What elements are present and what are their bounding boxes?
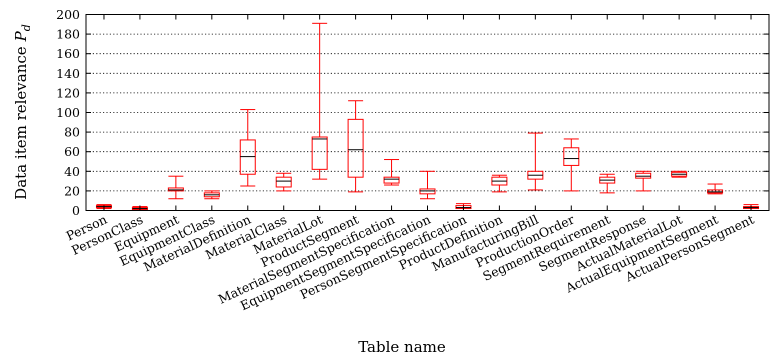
y-tick-label: 20 <box>64 183 80 198</box>
y-tick-label: 0 <box>72 203 80 218</box>
x-axis-ticks: PersonPersonClassEquipmentEquipmentClass… <box>64 14 756 313</box>
y-axis-title: Data item relevance Pd <box>12 24 33 200</box>
box-item <box>599 173 616 194</box>
y-axis-title-text: Data item relevance <box>12 46 30 200</box>
plot-frame <box>85 14 770 211</box>
box-item <box>419 170 436 200</box>
y-tick-label: 80 <box>64 125 80 140</box>
box-iqr <box>383 176 400 184</box>
box-item <box>203 190 220 200</box>
y-tick-label: 100 <box>56 105 80 120</box>
box-item <box>527 132 544 191</box>
box-item <box>311 22 328 180</box>
y-tick-label: 120 <box>56 85 80 100</box>
box-iqr <box>311 136 328 170</box>
y-tick-label: 40 <box>64 164 80 179</box>
box-iqr <box>347 118 364 178</box>
boxes-layer <box>95 22 760 211</box>
box-item <box>707 183 724 195</box>
y-axis-title-symbol: P <box>12 30 30 42</box>
y-axis-title-subscript: d <box>20 24 33 31</box>
box-item <box>347 100 364 193</box>
box-item <box>563 138 580 192</box>
box-item <box>275 172 292 192</box>
box-item <box>671 170 688 178</box>
y-tick-label: 180 <box>56 27 80 42</box>
gridlines <box>86 33 769 192</box>
box-item <box>239 109 256 187</box>
y-tick-label: 60 <box>64 144 80 159</box>
box-item <box>383 159 400 186</box>
y-tick-label: 140 <box>56 66 80 81</box>
y-tick-label: 160 <box>56 46 80 61</box>
x-axis-title: Table name <box>358 338 446 356</box>
box-item <box>167 175 184 200</box>
box-item <box>491 174 508 193</box>
box-item <box>635 170 652 192</box>
box-iqr <box>275 176 292 188</box>
y-tick-label: 200 <box>56 7 80 22</box>
box-iqr <box>563 147 580 166</box>
y-axis-ticks: 0 20 40 60 80 100 120 140 160 180 200 <box>56 7 769 218</box>
